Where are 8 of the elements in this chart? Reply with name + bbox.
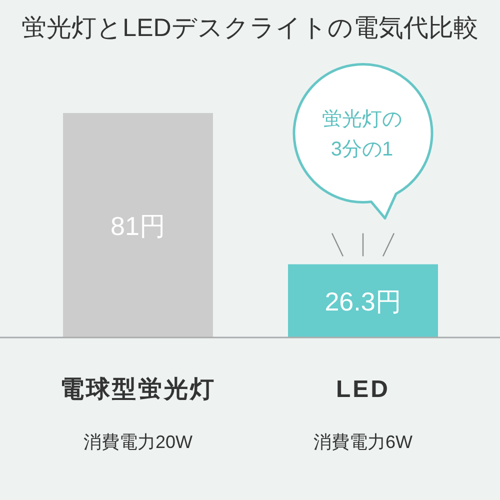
category-label: LED: [336, 376, 390, 403]
annotation: 消費電力6W: [314, 432, 412, 452]
annotation: 消費電力20W: [84, 432, 192, 452]
title: 蛍光灯とLEDデスクライトの電気代比較: [22, 14, 478, 42]
annotation: 3分の1: [330, 138, 394, 160]
value-label: 26.3円: [324, 286, 402, 317]
category-label: 電球型蛍光灯: [60, 376, 216, 403]
annotation: 蛍光灯の: [322, 108, 402, 130]
